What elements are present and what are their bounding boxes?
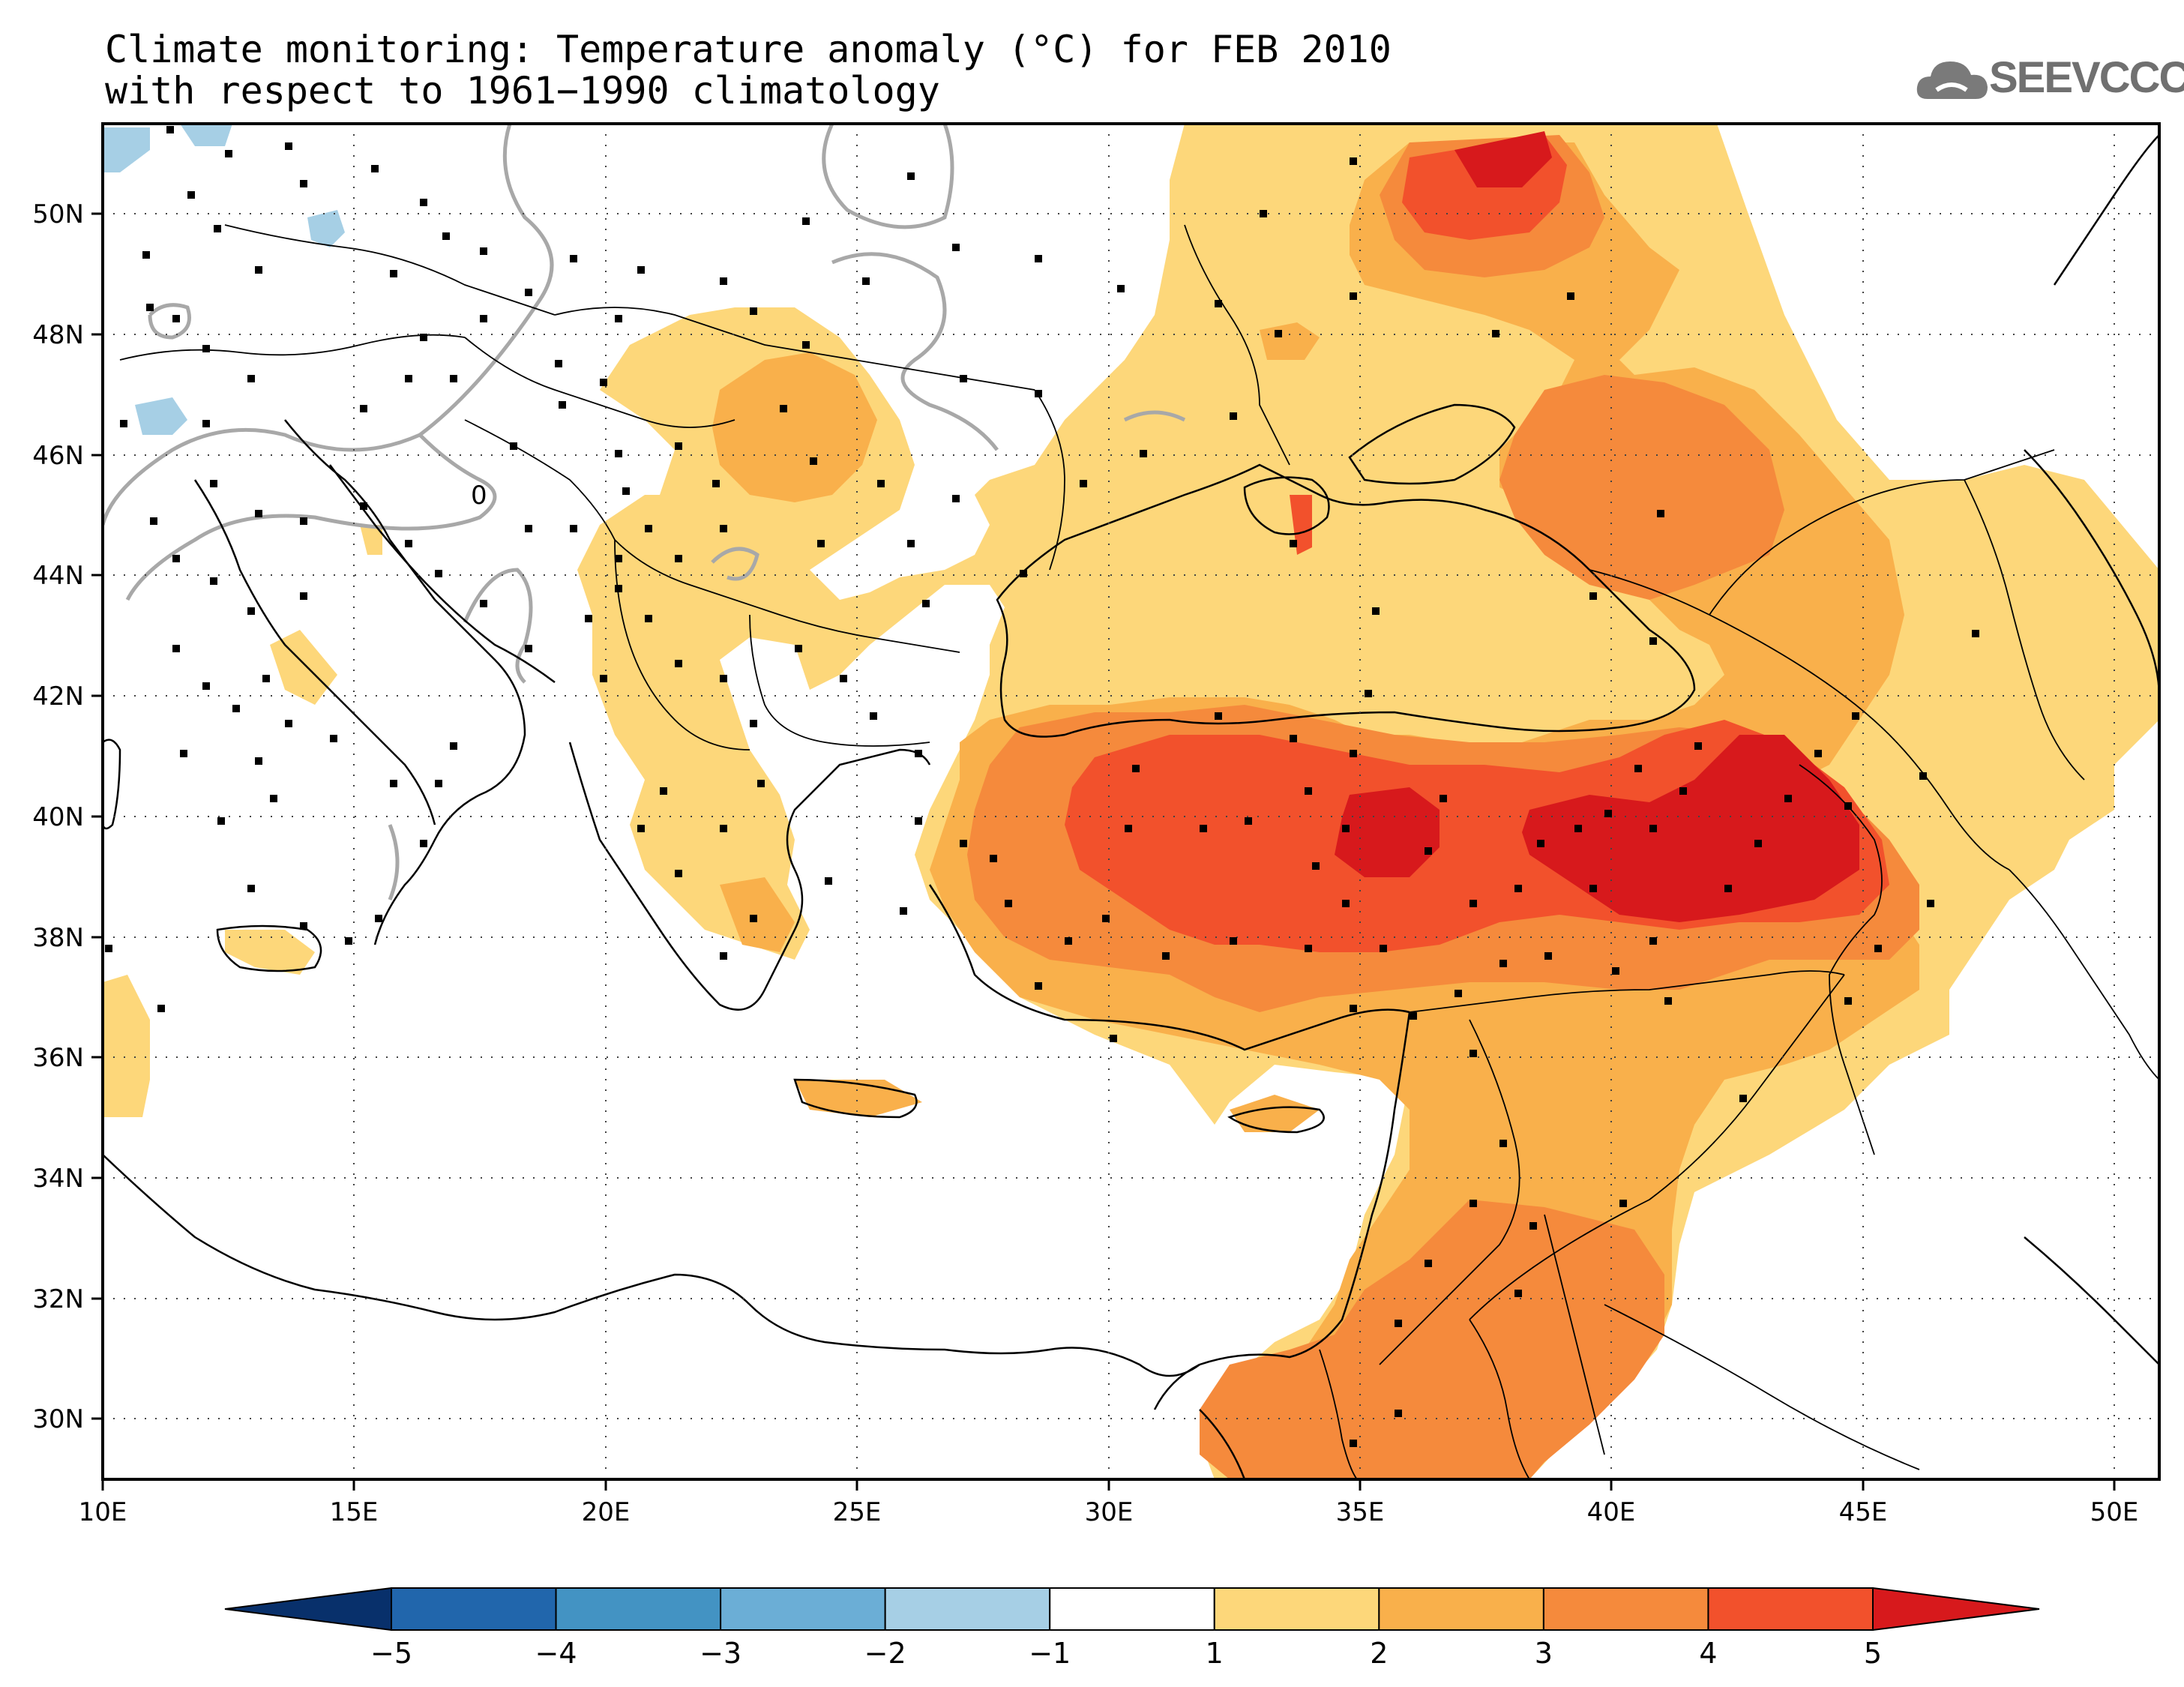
border-layer: [119, 224, 2159, 1479]
anomaly-region-negative-4: [135, 397, 187, 435]
colorbar-segment: [1049, 1587, 1215, 1631]
lon-label: 25E: [833, 1497, 882, 1527]
colorbar-label: −2: [864, 1637, 906, 1670]
colorbar-label: 3: [1535, 1637, 1553, 1670]
lat-label: 40N: [32, 802, 84, 832]
anomaly-region-2-3-balkans: [712, 352, 877, 502]
map-title-line-1: Climate monitoring: Temperature anomaly …: [105, 28, 1392, 71]
colorbar-label: −3: [700, 1637, 741, 1670]
sicily-coast: [216, 924, 322, 972]
anomaly-region-4-5: [1065, 135, 1889, 952]
lat-label: 46N: [32, 441, 84, 471]
lat-label: 38N: [32, 923, 84, 953]
crimea-coast: [1243, 476, 1330, 535]
red-sea-coast: [1199, 1409, 1246, 1479]
colorbar-label: 4: [1699, 1637, 1717, 1670]
latitude-labels: 50N 48N 46N 44N 42N 40N 38N 36N 34N 32N …: [32, 199, 84, 1434]
colorbar-arrow-high: [1872, 1587, 2040, 1632]
colorbar-segment: [391, 1587, 557, 1631]
cloud-icon: [1916, 61, 1988, 99]
persian-gulf-coast: [2024, 1236, 2159, 1365]
lat-label: 50N: [32, 199, 84, 229]
italy-west-coast: [193, 479, 436, 826]
turkey-south-coast: [928, 884, 1410, 1051]
lon-label: 20E: [582, 1497, 631, 1527]
lat-label: 30N: [32, 1404, 84, 1434]
colorbar-label: 5: [1864, 1637, 1882, 1670]
colorbar-segment: [1707, 1587, 1874, 1631]
anomaly-fill-layer: [103, 124, 2159, 1479]
coastline-layer: [103, 134, 2159, 1479]
colorbar-label: 1: [1206, 1637, 1224, 1670]
crete-coast: [793, 1078, 918, 1119]
colorbar-segment: [884, 1587, 1051, 1631]
colorbar-segment: [555, 1587, 722, 1631]
north-africa-coast: [103, 1154, 1200, 1377]
colorbar-label: 2: [1370, 1637, 1388, 1670]
levant-coast: [1153, 1011, 1411, 1410]
colorbar-label: −4: [535, 1637, 577, 1670]
contour-label-zero: 0: [471, 481, 487, 511]
lon-label: 35E: [1336, 1497, 1385, 1527]
anomaly-region-negative-1: [103, 127, 150, 172]
anomaly-region-1-2-tunisia: [103, 975, 150, 1117]
lon-label: 10E: [79, 1497, 127, 1527]
colorbar-arrow-low: [224, 1587, 392, 1632]
lon-label: 30E: [1085, 1497, 1134, 1527]
lat-label: 48N: [32, 320, 84, 350]
anomaly-region-2-3-cyprus: [1230, 1095, 1320, 1132]
cyprus-coast: [1227, 1106, 1325, 1134]
axis-ticks: [91, 212, 2116, 1491]
logo-text: SEEVCCC: [1989, 53, 2184, 102]
map-frame: [101, 122, 2161, 1481]
black-sea-coast: [996, 463, 1696, 738]
caspian-coast-east: [2053, 134, 2159, 286]
colorbar-segment: [1378, 1587, 1544, 1631]
lat-label: 42N: [32, 682, 84, 712]
lat-label: 44N: [32, 561, 84, 591]
anomaly-region-negative-3: [307, 210, 345, 247]
lon-label: 15E: [330, 1497, 379, 1527]
sardinia-coast: [103, 739, 121, 830]
seevccc-logo: SEEVCCC: [1914, 46, 2184, 114]
lat-label: 36N: [32, 1043, 84, 1073]
longitude-labels: 10E 15E 20E 25E 30E 35E 40E 45E 50E: [79, 1497, 2139, 1527]
colorbar-label: −1: [1029, 1637, 1071, 1670]
azov-sea-coast: [1348, 403, 1516, 485]
colorbar-label: −5: [370, 1637, 412, 1670]
colorbar-segment: [720, 1587, 886, 1631]
lat-label: 34N: [32, 1164, 84, 1194]
anomaly-region-2-3-crete: [795, 1080, 922, 1117]
greece-coast: [568, 742, 931, 1011]
anomaly-region-gt5: [1335, 131, 1859, 922]
anomaly-region-1-2-italy: [270, 630, 337, 705]
anomaly-region-negative-2: [180, 124, 232, 146]
lat-label: 32N: [32, 1284, 84, 1314]
colorbar-segment: [1542, 1587, 1709, 1631]
anomaly-region-1-2-croatia: [360, 525, 382, 555]
colorbar-segment: [1213, 1587, 1380, 1631]
lon-label: 40E: [1587, 1497, 1636, 1527]
anomaly-region-1-2-sicily: [225, 930, 315, 975]
italy-coast: [284, 419, 526, 945]
station-markers: [105, 126, 1979, 1447]
colorbar: −5 −4 −3 −2 −1 1 2 3 4 5: [224, 1587, 2040, 1670]
caspian-coast: [2024, 449, 2159, 698]
lon-label: 50E: [2090, 1497, 2139, 1527]
lon-label: 45E: [1839, 1497, 1888, 1527]
map-title-line-2: with respect to 1961−1990 climatology: [105, 69, 940, 112]
